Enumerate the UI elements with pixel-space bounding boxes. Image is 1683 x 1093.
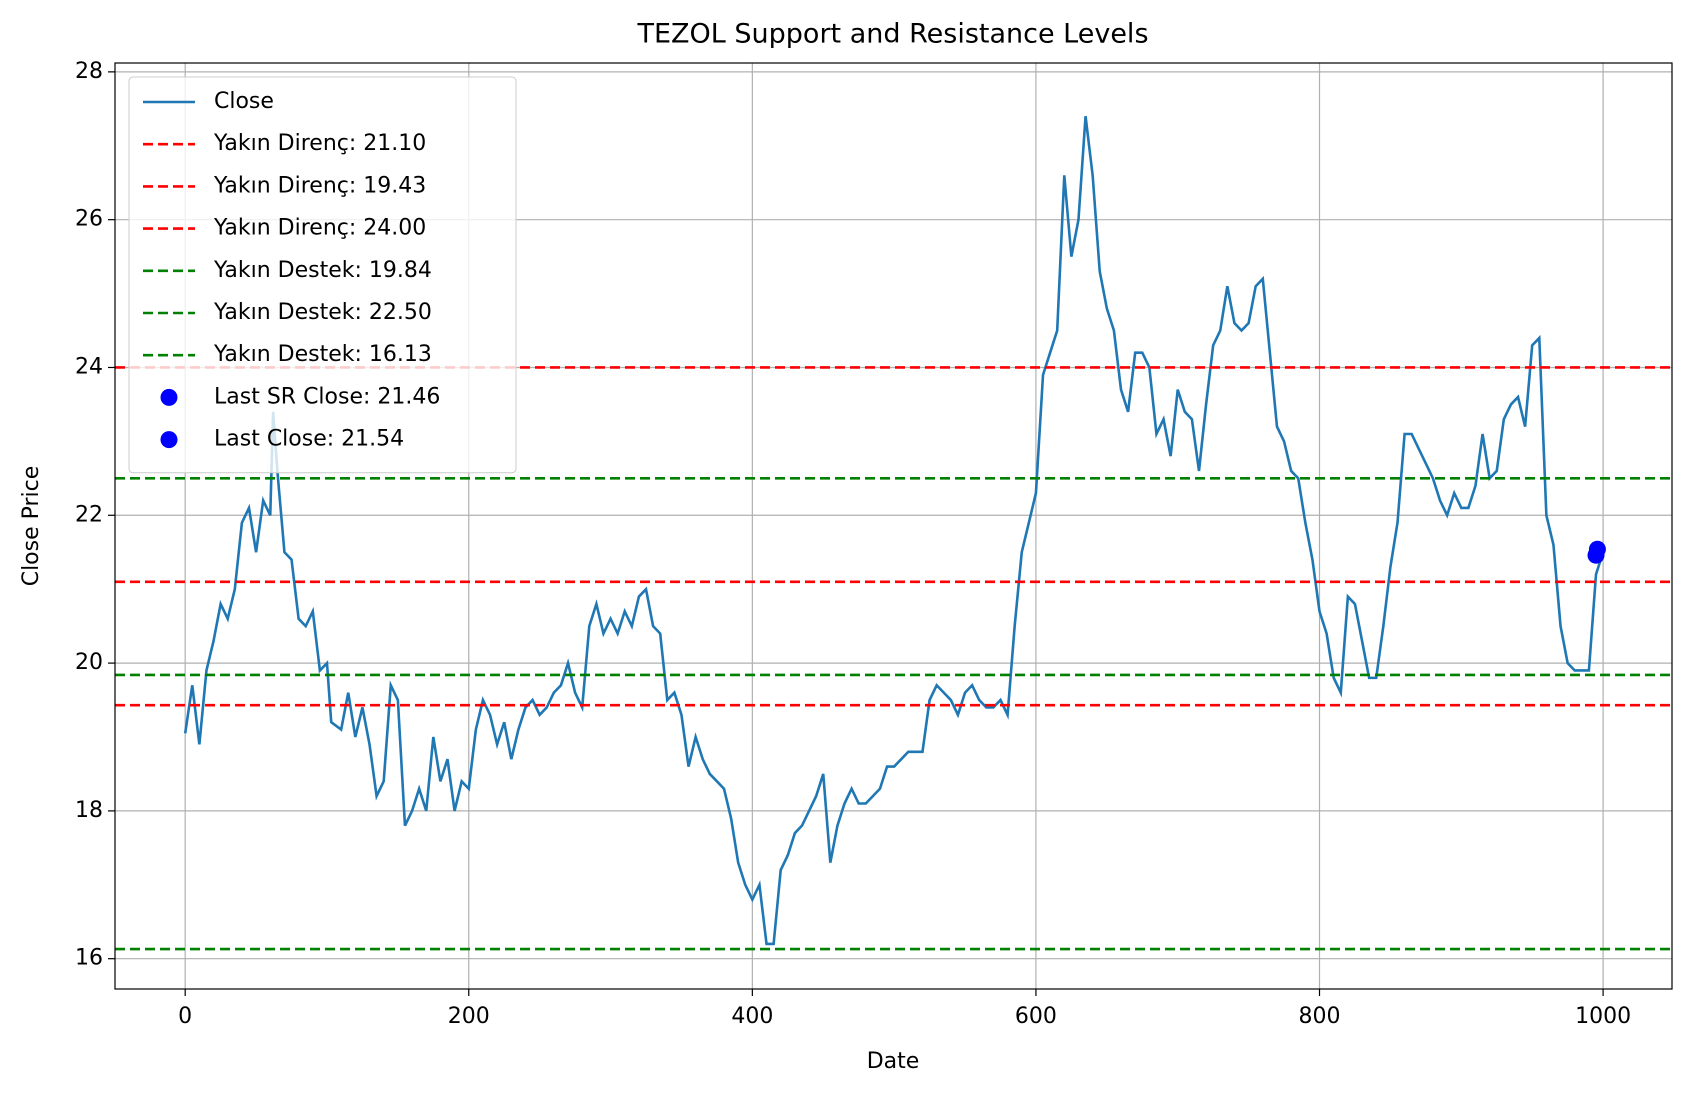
x-tick-label: 0 — [178, 1004, 192, 1029]
y-tick-label: 26 — [75, 207, 103, 232]
legend-marker — [160, 388, 178, 406]
legend-label: Yakın Destek: 16.13 — [213, 342, 432, 367]
plot-frame — [114, 62, 1673, 990]
last-point — [1588, 540, 1606, 558]
chart-title: TEZOL Support and Resistance Levels — [636, 19, 1148, 50]
y-tick-label: 16 — [75, 946, 103, 971]
legend-label: Last Close: 21.54 — [214, 427, 404, 452]
legend-label: Yakın Direnç: 21.10 — [213, 131, 426, 156]
legend-label: Yakın Destek: 22.50 — [213, 300, 432, 325]
y-tick-label: 28 — [75, 59, 103, 84]
x-tick-label: 800 — [1299, 1004, 1341, 1029]
y-tick-label: 18 — [75, 798, 103, 823]
x-axis-label: Date — [867, 1049, 920, 1074]
x-tick-label: 400 — [731, 1004, 773, 1029]
legend-box — [128, 76, 517, 474]
legend-label: Yakın Direnç: 24.00 — [213, 216, 426, 241]
y-tick-label: 20 — [75, 650, 103, 675]
y-tick-label: 24 — [75, 354, 103, 379]
legend-label: Close — [214, 89, 274, 114]
legend-label: Last SR Close: 21.46 — [214, 384, 440, 409]
x-tick-label: 200 — [448, 1004, 490, 1029]
x-tick-label: 1000 — [1575, 1004, 1631, 1029]
y-tick-label: 22 — [75, 502, 103, 527]
y-axis-label: Close Price — [19, 466, 44, 587]
legend-label: Yakın Direnç: 19.43 — [213, 173, 426, 198]
price-line — [183, 116, 1605, 946]
x-tick-label: 600 — [1015, 1004, 1057, 1029]
legend-label: Yakın Destek: 19.84 — [213, 258, 432, 283]
legend-marker — [160, 431, 178, 449]
